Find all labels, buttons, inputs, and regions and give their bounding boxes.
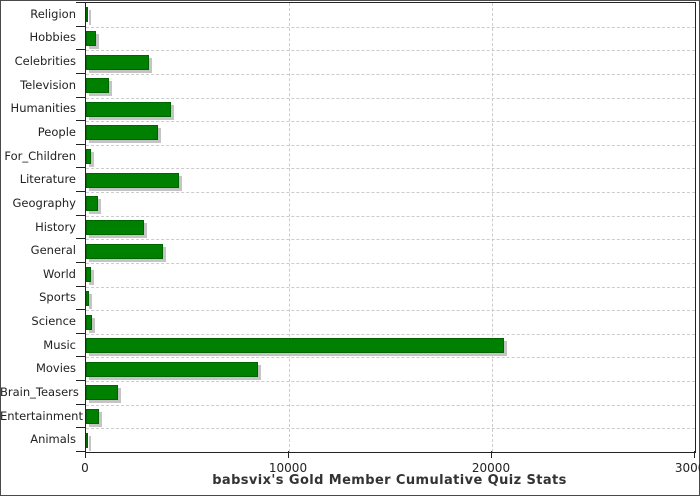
bar-entertainment [86,409,100,425]
y-axis-label-television: Television [20,77,76,92]
y-axis-tick [76,25,85,27]
y-axis-tick [76,72,85,74]
vertical-gridline [492,3,493,452]
bar-history [86,220,144,235]
x-axis-tick [288,451,289,458]
y-axis-label-people: People [37,124,76,139]
x-axis-label-20000: 20000 [471,461,511,475]
horizontal-gridline [86,168,695,170]
bar-brain_teasers [86,385,118,401]
x-axis-label-10000: 10000 [268,461,308,475]
bar-for_children [86,149,92,165]
bar-movies [86,361,258,377]
bar-literature [86,172,180,188]
y-axis-tick [76,191,85,193]
y-axis-tick [76,261,85,263]
horizontal-gridline [86,262,695,264]
x-axis: 0 10000 20000 30000 [81,2,700,482]
y-axis-label-humanities: Humanities [10,101,76,116]
x-axis-label-30000: 30000 [674,461,700,475]
horizontal-gridline [86,428,695,430]
y-axis-label-entertainment: Entertainment [0,408,83,423]
y-axis-label-sports: Sports [39,290,76,305]
y-axis-label-movies: Movies [35,361,76,376]
bar-geography [86,196,99,212]
bar-animals [86,432,89,448]
horizontal-gridline [86,144,695,146]
horizontal-gridline [86,73,695,75]
y-axis-tick [76,451,85,452]
y-axis-label-hobbies: Hobbies [29,30,76,45]
y-axis-tick [76,356,85,358]
y-axis-tick [76,238,85,240]
horizontal-gridline [86,26,695,28]
bar-television [86,78,109,94]
x-axis-tick [491,451,492,458]
y-axis-tick [76,285,85,287]
horizontal-gridline [86,121,695,123]
bar-hobbies [86,30,96,46]
bar-religion [86,7,89,23]
y-axis-label-history: History [35,219,76,234]
bar-science [86,314,93,330]
y-axis-tick [76,309,85,311]
bar-humanities [86,101,172,117]
y-axis-tick [76,120,85,122]
vertical-gridline [289,3,290,452]
y-axis-tick [76,2,85,3]
bar-sports [86,290,89,306]
bar-world [86,267,92,283]
bar-celebrities [86,54,149,70]
y-axis-label-animals: Animals [30,432,76,447]
y-axis-tick [76,427,85,429]
bar-general [86,243,163,259]
horizontal-gridline [86,333,695,335]
y-axis-label-for_children: For_Children [4,148,76,163]
y-axis-label-geography: Geography [12,195,77,210]
y-axis: Religion Hobbies Celebrities Television Huma… [0,2,85,452]
y-axis-label-music: Music [43,337,76,352]
y-axis-label-celebrities: Celebrities [14,54,76,69]
horizontal-gridline [86,357,695,359]
horizontal-gridline [86,50,695,52]
y-axis-tick [76,96,85,98]
x-axis-tick [85,451,86,458]
horizontal-gridline [86,286,695,288]
y-axis-tick [76,380,85,382]
chart-title: babsvix's Gold Member Cumulative Quiz St… [212,473,567,488]
plot-area [85,2,696,453]
x-axis-tick [694,451,695,458]
y-axis-label-general: General [30,243,76,258]
bar-people [86,125,158,141]
y-axis-label-world: World [43,266,76,281]
horizontal-gridline [86,404,695,406]
y-axis-label-religion: Religion [30,6,76,21]
horizontal-gridline [86,310,695,312]
x-axis-label-0: 0 [81,461,89,475]
y-axis-tick [76,214,85,216]
horizontal-gridline [86,381,695,383]
y-axis-label-science: Science [31,314,76,329]
y-axis-tick [76,167,85,169]
y-axis-tick [76,49,85,51]
horizontal-gridline [86,192,695,194]
y-axis-label-brain_teasers: Brain_Teasers [0,384,79,399]
y-axis-tick [76,332,85,334]
y-axis-label-literature: Literature [19,172,76,187]
horizontal-gridline [86,97,695,99]
horizontal-gridline [86,239,695,241]
y-axis-tick [76,143,85,145]
y-axis-tick [76,403,85,405]
bar-music [86,338,505,354]
horizontal-gridline [86,215,695,217]
